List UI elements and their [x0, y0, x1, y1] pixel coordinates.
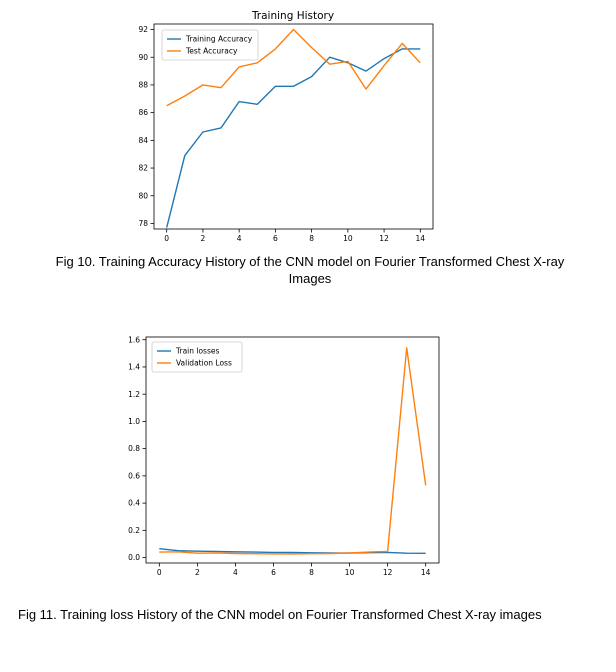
x-tick-label: 8 — [309, 568, 314, 577]
y-tick-label: 82 — [138, 164, 148, 173]
x-tick-label: 12 — [379, 234, 389, 243]
series-line — [166, 28, 421, 107]
y-tick-label: 0.2 — [128, 526, 140, 535]
legend-label: Validation Loss — [176, 359, 232, 368]
x-tick-label: 4 — [233, 568, 238, 577]
y-tick-label: 80 — [138, 191, 148, 200]
y-tick-label: 0.0 — [128, 553, 140, 562]
x-tick-label: 6 — [273, 234, 278, 243]
x-tick-label: 4 — [237, 234, 242, 243]
accuracy-chart: Training History 0 2 4 6 8 10 12 14 78 80 82 84 86 88… — [138, 10, 434, 243]
y-tick-label: 90 — [138, 53, 148, 62]
series-line — [159, 548, 426, 554]
series-line — [159, 347, 427, 555]
y-tick-label: 0.4 — [128, 499, 140, 508]
legend-box — [161, 29, 259, 61]
plot-frame — [145, 336, 440, 564]
legend-label: Test Accuracy — [185, 47, 238, 56]
y-tick-label: 84 — [138, 136, 148, 145]
y-tick-label: 1.6 — [128, 335, 140, 344]
y-tick-label: 88 — [138, 81, 148, 90]
x-tick-label: 0 — [164, 234, 169, 243]
plot-frame — [153, 23, 434, 230]
y-tick-label: 78 — [138, 219, 148, 228]
x-tick-label: 10 — [345, 568, 355, 577]
series-line — [166, 48, 421, 228]
legend-label: Train losses — [175, 347, 219, 356]
y-tick-label: 1.0 — [128, 417, 140, 426]
x-tick-label: 14 — [421, 568, 431, 577]
x-tick-label: 14 — [416, 234, 426, 243]
y-tick-label: 1.4 — [128, 363, 140, 372]
y-tick-label: 86 — [138, 108, 148, 117]
x-tick-label: 0 — [157, 568, 162, 577]
loss-chart: 0 2 4 6 8 10 12 14 0.0 0.2 0.4 0.6 0.8 1.0 1.2 1.4 1.6 Tr… — [128, 335, 440, 577]
y-tick-label: 0.6 — [128, 471, 140, 480]
chart-title: Training History — [251, 10, 334, 22]
figure-11-caption: Fig 11. Training loss History of the CNN… — [18, 607, 542, 622]
x-tick-label: 10 — [343, 234, 353, 243]
x-tick-label: 2 — [195, 568, 200, 577]
x-tick-label: 6 — [271, 568, 276, 577]
legend-label: Training Accuracy — [185, 35, 253, 44]
figure-10-caption: Fig 10. Training Accuracy History of the… — [55, 254, 565, 286]
x-tick-label: 12 — [383, 568, 393, 577]
y-tick-label: 0.8 — [128, 444, 140, 453]
x-tick-label: 8 — [309, 234, 314, 243]
x-tick-label: 2 — [201, 234, 206, 243]
legend-box — [151, 341, 243, 373]
y-tick-label: 92 — [138, 25, 148, 34]
y-tick-label: 1.2 — [128, 390, 140, 399]
